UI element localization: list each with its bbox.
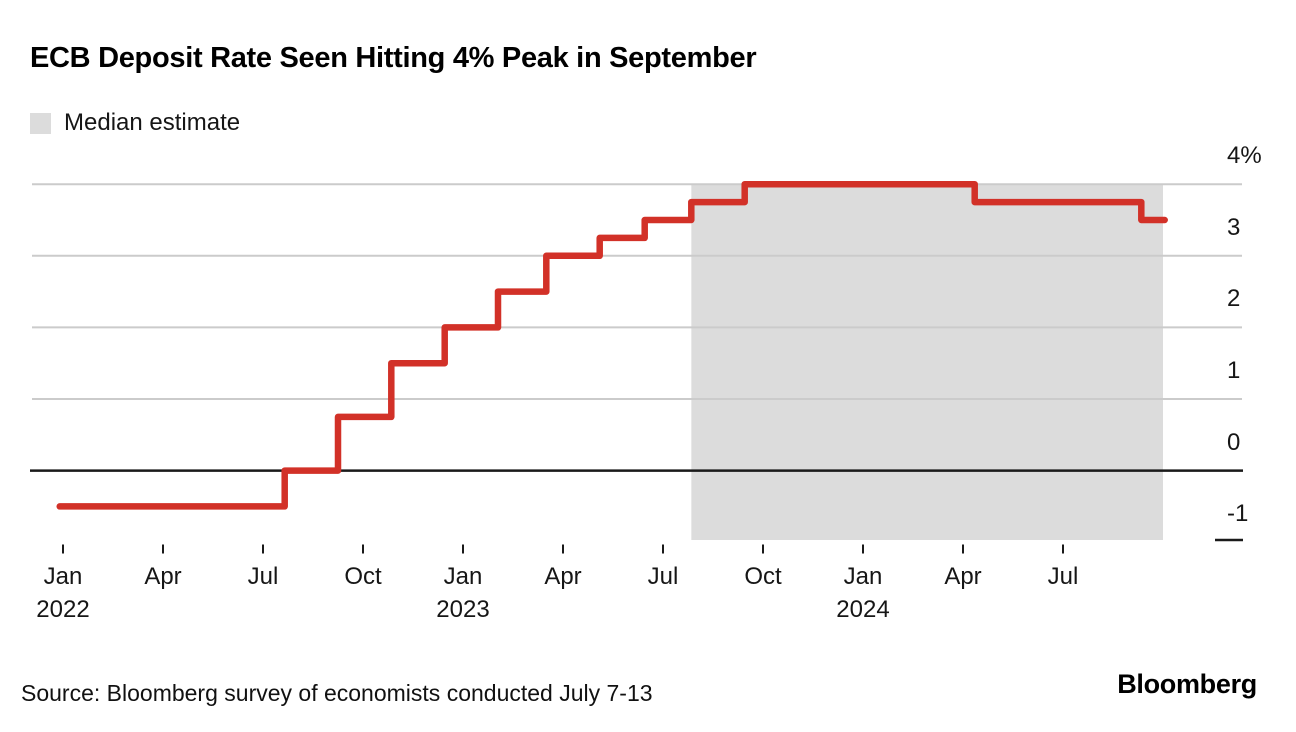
x-axis-year-2024: 2024 — [836, 596, 890, 623]
bloomberg-logo: Bloomberg — [1117, 669, 1257, 699]
source-note: Source: Bloomberg survey of economists c… — [21, 680, 653, 706]
x-axis-year-2022: 2022 — [36, 596, 90, 623]
x-axis-label-Jul-6: Jul — [647, 563, 679, 590]
x-axis-label-Jan-4: Jan — [443, 563, 483, 590]
forecast-band-median-estimate — [691, 184, 1163, 540]
x-axis-label-Oct-7: Oct — [744, 563, 782, 590]
x-axis-label-Apr-9: Apr — [944, 563, 982, 590]
x-axis-label-Apr-5: Apr — [544, 563, 582, 590]
y-axis-label-0: 0 — [1227, 428, 1241, 456]
y-axis-label-4%: 4% — [1227, 142, 1262, 170]
y-axis-label--1: -1 — [1227, 500, 1249, 528]
legend-swatch-median-estimate — [30, 112, 51, 134]
x-axis-year-2023: 2023 — [436, 596, 490, 623]
x-axis-label-Jan-0: Jan — [43, 563, 83, 590]
y-axis-label-2: 2 — [1227, 285, 1241, 313]
y-axis-label-1: 1 — [1227, 357, 1241, 384]
x-axis-label-Jan-8: Jan — [843, 563, 883, 590]
chart-title: ECB Deposit Rate Seen Hitting 4% Peak in… — [30, 42, 757, 74]
x-axis-label-Jul-10: Jul — [1047, 563, 1079, 590]
rate-step-line — [56, 180, 1168, 510]
legend: Median estimate — [30, 111, 240, 135]
legend-label-median-estimate: Median estimate — [64, 109, 241, 136]
x-axis-label-Jul-2: Jul — [247, 563, 279, 590]
x-axis-label-Apr-1: Apr — [144, 563, 182, 590]
x-axis-label-Oct-3: Oct — [344, 563, 382, 590]
y-axis-label-3: 3 — [1227, 213, 1241, 241]
